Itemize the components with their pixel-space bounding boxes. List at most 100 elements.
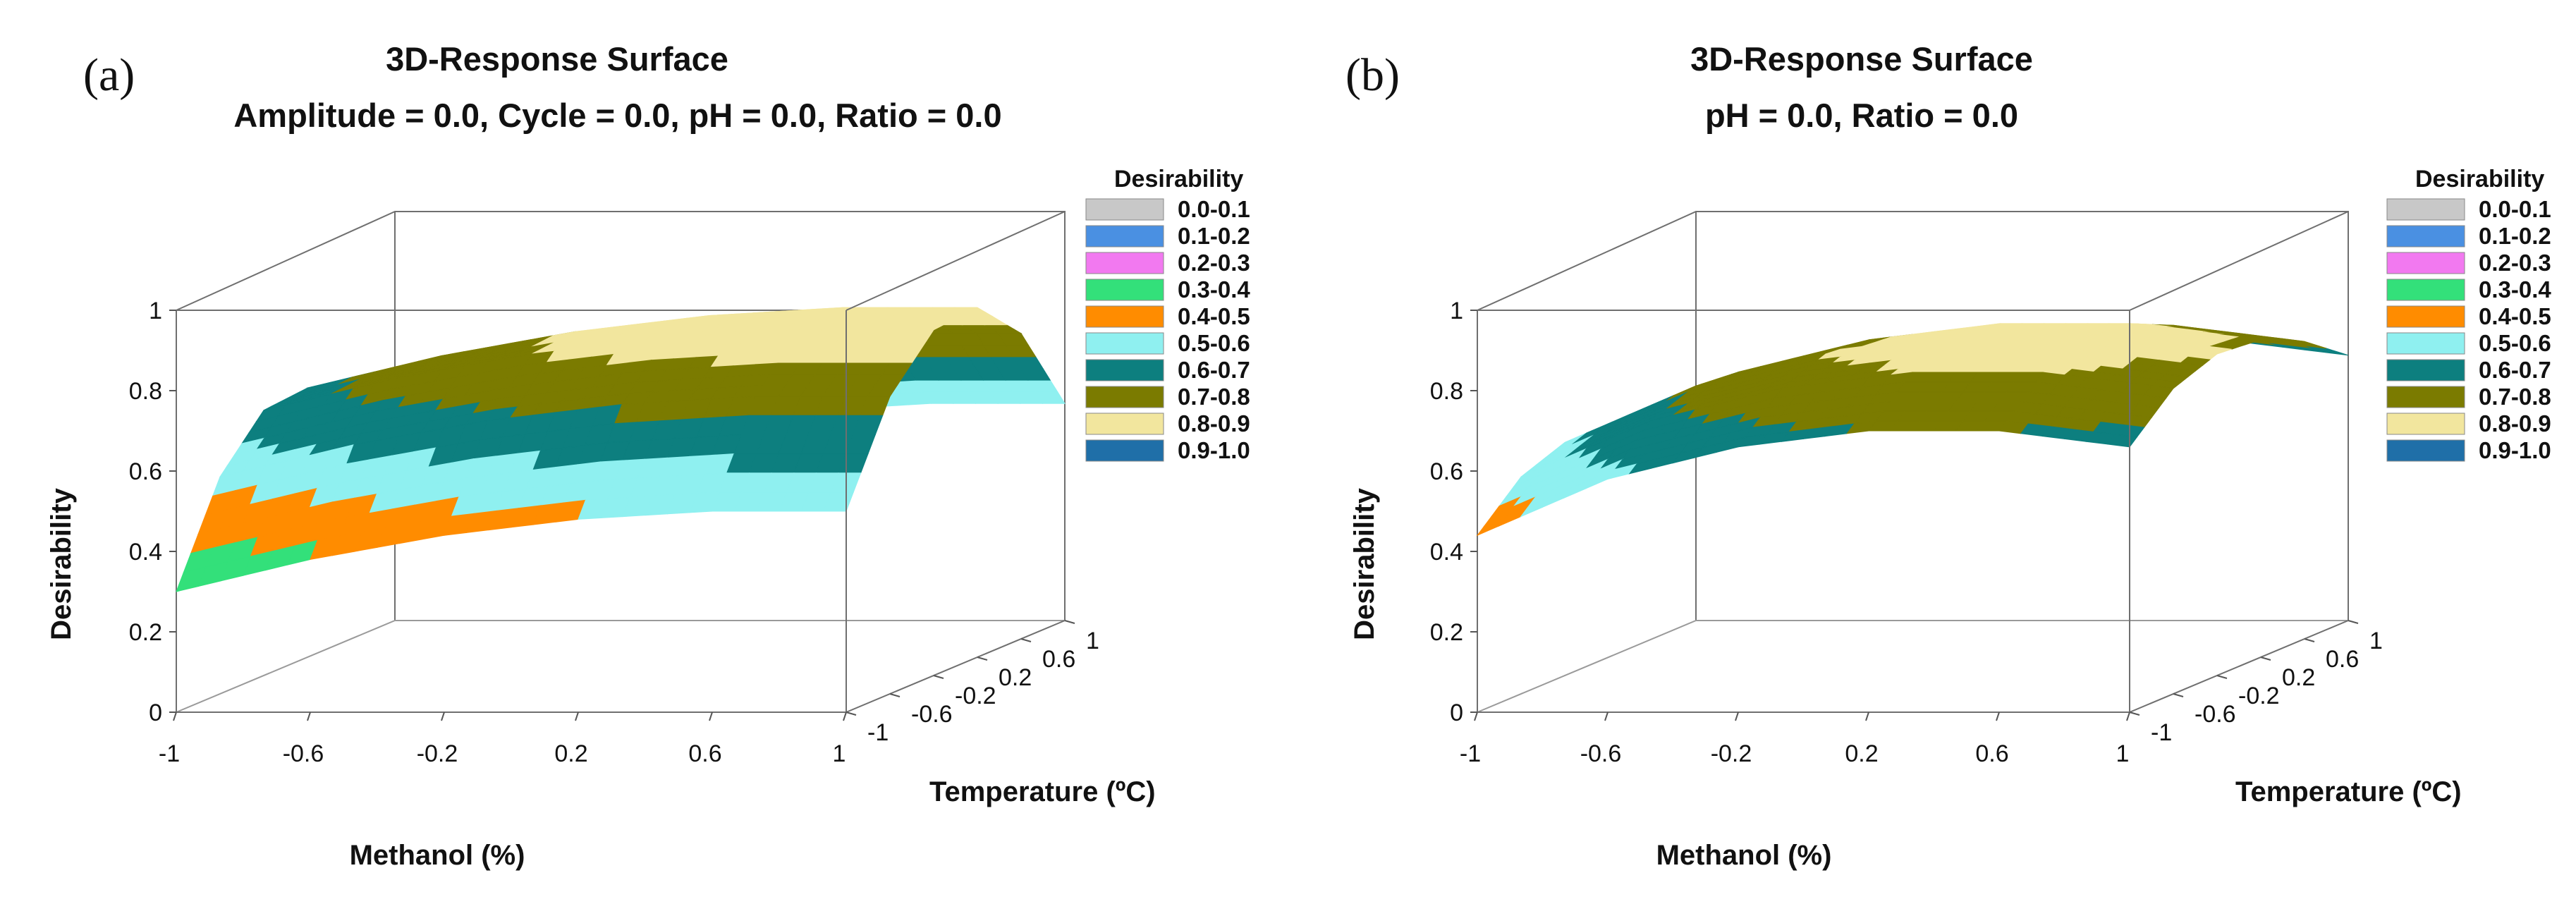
legend-swatch <box>2386 225 2465 248</box>
y-axis-title: Temperature (ºC) <box>2235 776 2462 807</box>
legend-items: 0.0-0.10.1-0.20.2-0.30.3-0.40.4-0.50.5-0… <box>2386 196 2551 463</box>
y-tick-label: -0.2 <box>2238 683 2280 709</box>
y-tick-label: 1 <box>2369 628 2383 654</box>
legend-swatch <box>2386 413 2465 435</box>
x-tick-mark <box>1735 711 1739 721</box>
y-tick-mark <box>2260 656 2271 661</box>
x-tick-label: -0.6 <box>283 740 324 767</box>
legend-label: 0.0-0.1 <box>1178 196 1250 222</box>
legend: Desirability 0.0-0.10.1-0.20.2-0.30.3-0.… <box>2386 166 2551 463</box>
response-surface <box>1476 323 2349 537</box>
x-tick-mark <box>575 711 579 721</box>
z-tick-label: 0.8 <box>1430 378 1463 405</box>
x-tick-label: 0.2 <box>554 740 587 767</box>
legend-label: 0.9-1.0 <box>2479 437 2551 463</box>
legend-swatch <box>1085 305 1164 328</box>
y-tick-mark <box>977 656 988 661</box>
top-right-edge <box>2129 211 2349 311</box>
y-tick-mark <box>2129 711 2140 716</box>
legend-label: 0.0-0.1 <box>2479 196 2551 222</box>
legend-label: 0.5-0.6 <box>2479 330 2551 356</box>
y-tick-label: 0.2 <box>2282 664 2315 691</box>
x-tick-mark <box>1996 711 2000 721</box>
legend-label: 0.2-0.3 <box>1178 250 1250 276</box>
y-tick-label: -0.6 <box>911 701 953 728</box>
legend-title: Desirability <box>2415 166 2544 193</box>
x-axis-title: Methanol (%) <box>350 840 525 871</box>
legend-swatch <box>1085 225 1164 248</box>
x-tick-mark <box>1474 711 1478 721</box>
x-tick-mark <box>2126 711 2130 721</box>
legend-label: 0.9-1.0 <box>1178 437 1250 463</box>
y-tick-mark <box>1064 620 1075 624</box>
x-tick-mark <box>709 711 713 721</box>
z-tick-label: 0.4 <box>1430 539 1463 566</box>
z-tick-label: 0.6 <box>1430 458 1463 485</box>
x-tick-mark <box>843 711 847 721</box>
z-tick-label: 0 <box>149 700 162 726</box>
x-tick-label: -1 <box>159 740 180 767</box>
legend-swatch <box>2386 439 2465 462</box>
z-axis-title: Desirability <box>46 487 77 640</box>
legend-label: 0.7-0.8 <box>1178 384 1250 410</box>
legend-swatch <box>1085 279 1164 301</box>
legend-label: 0.7-0.8 <box>2479 384 2551 410</box>
floor-back-edge <box>176 620 1065 713</box>
legend-items: 0.0-0.10.1-0.20.2-0.30.3-0.40.4-0.50.5-0… <box>1085 196 1250 463</box>
x-tick-label: -1 <box>1460 740 1481 767</box>
legend-swatch <box>1085 439 1164 462</box>
y-tick-label: -0.2 <box>955 683 996 709</box>
chart-subtitle: pH = 0.0, Ratio = 0.0 <box>1705 97 2018 134</box>
plot-frame <box>176 211 1066 713</box>
x-tick-mark <box>1604 711 1609 721</box>
y-tick-label: 1 <box>1086 628 1099 654</box>
y-tick-label: -1 <box>867 719 889 746</box>
legend-label: 0.1-0.2 <box>1178 223 1250 249</box>
y-axis-ticks: -1 -0.6-0.20.2 0.6 1 <box>846 620 1099 746</box>
z-tick-label: 0.2 <box>129 619 162 646</box>
x-axis-ticks: -1 -0.6 -0.2 0.2 0.6 1 <box>159 711 847 767</box>
y-tick-mark <box>2216 675 2228 679</box>
z-tick-label: 1 <box>1450 298 1463 324</box>
y-tick-mark <box>933 675 944 679</box>
y-tick-mark <box>846 711 857 716</box>
x-tick-label: 0.2 <box>1845 740 1878 767</box>
z-tick-label: 0 <box>1450 700 1463 726</box>
y-tick-label: -1 <box>2151 719 2172 746</box>
x-tick-label: 1 <box>833 740 846 767</box>
x-tick-label: -0.6 <box>1580 740 1622 767</box>
x-tick-label: -0.2 <box>417 740 458 767</box>
y-axis-title: Temperature (ºC) <box>929 776 1156 807</box>
chart-title: 3D-Response Surface <box>1690 40 2033 78</box>
legend-label: 0.2-0.3 <box>2479 250 2551 276</box>
legend-swatch <box>1085 359 1164 381</box>
legend-label: 0.3-0.4 <box>1178 276 1250 303</box>
x-tick-mark <box>173 711 177 721</box>
z-tick-label: 0.6 <box>129 458 162 485</box>
legend-label: 0.6-0.7 <box>2479 357 2551 383</box>
top-right-edge <box>846 211 1066 311</box>
x-tick-label: -0.2 <box>1711 740 1752 767</box>
z-tick-label: 1 <box>149 298 162 324</box>
y-tick-mark <box>2348 620 2359 624</box>
legend-title: Desirability <box>1114 166 1243 193</box>
legend-swatch <box>2386 359 2465 381</box>
legend-label: 0.4-0.5 <box>1178 303 1250 329</box>
y-tick-mark <box>889 693 901 697</box>
legend-swatch <box>1085 413 1164 435</box>
x-tick-mark <box>1865 711 1869 721</box>
legend-swatch <box>2386 252 2465 274</box>
legend-label: 0.4-0.5 <box>2479 303 2551 329</box>
z-axis-ticks: 0 0.2 0.4 0.6 0.8 1 <box>1430 298 1477 726</box>
z-axis-title: Desirability <box>1349 487 1380 640</box>
legend-label: 0.1-0.2 <box>2479 223 2551 249</box>
legend: Desirability 0.0-0.10.1-0.20.2-0.30.3-0.… <box>1085 166 1250 463</box>
legend-swatch <box>2386 332 2465 355</box>
response-surface <box>176 307 1066 592</box>
x-tick-label: 0.6 <box>688 740 721 767</box>
y-tick-label: 0.6 <box>2326 646 2359 673</box>
x-tick-mark <box>441 711 445 721</box>
z-tick-label: 0.4 <box>129 539 162 566</box>
legend-label: 0.8-0.9 <box>2479 410 2551 436</box>
